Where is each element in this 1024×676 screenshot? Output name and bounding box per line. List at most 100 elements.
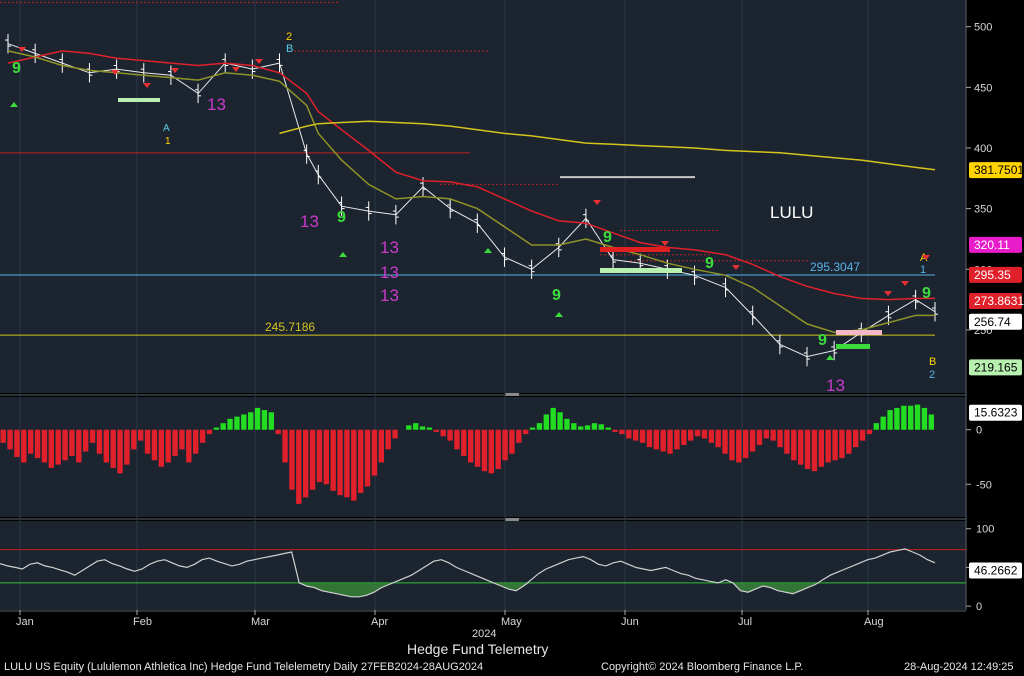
- x-axis-month-label: Jul: [738, 616, 752, 628]
- histogram-bar: [48, 429, 54, 468]
- histogram-bar: [894, 407, 900, 430]
- histogram-bar: [254, 407, 261, 430]
- histogram-bar: [413, 423, 419, 430]
- histogram-bar: [825, 429, 831, 463]
- sequential-count-thirteen: 13: [826, 376, 845, 395]
- histogram-bar: [914, 404, 921, 430]
- histogram-bar: [468, 429, 474, 463]
- histogram-bar: [743, 429, 749, 459]
- price-axis-tick-label: 400: [974, 143, 992, 155]
- histogram-bar: [591, 423, 598, 430]
- histogram-bar: [756, 429, 763, 445]
- histogram-bar: [193, 429, 199, 454]
- ticker-label: LULU: [770, 203, 813, 222]
- histogram-bar: [34, 429, 41, 459]
- histogram-bar: [722, 429, 728, 454]
- histogram-bar: [536, 423, 543, 430]
- histogram-bar: [516, 429, 522, 443]
- sell-arrow: [661, 241, 669, 246]
- histogram-bar: [186, 429, 192, 463]
- histogram-bar: [578, 426, 584, 430]
- histogram-bar: [784, 429, 790, 454]
- histogram-bar: [688, 429, 694, 441]
- histogram-bar: [584, 425, 591, 430]
- histogram-bar: [901, 405, 907, 430]
- histogram-bar: [385, 429, 391, 450]
- x-axis-month-label: Feb: [133, 616, 152, 628]
- moving-average-line: [7, 50, 935, 301]
- panel-resize-handle-2: [505, 518, 519, 521]
- histogram-bar: [289, 429, 295, 490]
- histogram-bar: [804, 429, 811, 469]
- sell-arrow: [593, 200, 601, 205]
- sequential-count-nine: 9: [818, 332, 827, 349]
- histogram-bar: [447, 429, 453, 441]
- right-axis-value-tag: 219.165: [969, 359, 1022, 376]
- histogram-bar: [694, 429, 701, 437]
- histogram-bar: [873, 423, 879, 430]
- buy-arrow: [826, 355, 834, 360]
- buy-arrow: [484, 248, 492, 253]
- setup-marker-b: B: [929, 356, 936, 368]
- histogram-bar: [303, 429, 309, 498]
- right-axis-value-tag-text: 273.8631: [974, 294, 1024, 308]
- footer-security-description: LULU US Equity (Lululemon Athletica Inc)…: [4, 661, 484, 673]
- histogram-bar: [296, 429, 302, 504]
- histogram-bar: [853, 429, 859, 448]
- histogram-bar: [282, 429, 288, 463]
- histogram-bar: [928, 414, 934, 430]
- histogram-bar: [89, 429, 96, 443]
- histogram-bar: [206, 429, 213, 435]
- footer-center-title: Hedge Fund Telemetry: [407, 641, 549, 657]
- histogram-bar: [309, 429, 316, 490]
- sell-arrow: [901, 281, 909, 286]
- histogram-bar: [14, 429, 20, 457]
- histogram-bar: [488, 429, 494, 474]
- x-axis-month-label: Aug: [864, 616, 884, 628]
- histogram-bar: [550, 407, 556, 430]
- moving-average-line: [279, 120, 936, 171]
- buy-arrow: [555, 312, 563, 317]
- histogram-bar: [199, 429, 206, 443]
- histogram-bar: [653, 429, 659, 450]
- footer-copyright: Copyright© 2024 Bloomberg Finance L.P.: [601, 661, 804, 673]
- sell-arrow: [111, 70, 119, 75]
- histogram-bar: [172, 429, 178, 456]
- oscillator-line: [0, 548, 936, 598]
- right-axis-value-tag-bg: [969, 236, 1022, 253]
- right-axis-value-tag: 381.7501: [969, 162, 1024, 179]
- histogram-bar: [364, 429, 371, 487]
- histogram-bar: [0, 429, 6, 443]
- histogram-bar: [887, 410, 893, 430]
- histogram-bar: [461, 429, 467, 456]
- right-axis-value-tag-bg: [969, 292, 1022, 309]
- histogram-bar: [777, 429, 783, 448]
- histogram-last-value-bg: [969, 404, 1022, 421]
- sequential-count-nine: 9: [337, 209, 346, 226]
- histogram-bar: [213, 427, 219, 430]
- histogram-bar: [770, 429, 776, 441]
- histogram-bar: [811, 429, 818, 472]
- histogram-bar: [715, 429, 721, 448]
- histogram-bar: [117, 429, 123, 474]
- histogram-bar: [138, 429, 144, 441]
- histogram-bar: [859, 429, 866, 441]
- histogram-bar: [144, 429, 151, 454]
- x-axis-month-label: Jun: [621, 616, 639, 628]
- histogram-bar: [571, 423, 577, 430]
- histogram-bar: [736, 429, 742, 463]
- histogram-bar: [495, 429, 501, 469]
- x-axis-month-label: Jan: [16, 616, 34, 628]
- sell-arrow: [18, 47, 26, 52]
- histogram-bar: [151, 429, 158, 461]
- histogram-bar: [351, 429, 357, 501]
- histogram-bar: [729, 429, 735, 461]
- histogram-bar: [543, 414, 549, 430]
- oscillator-oversold-fill: [0, 582, 935, 597]
- setup-marker-2-top: 2: [286, 31, 292, 43]
- right-axis-value-tag-text: 381.7501: [974, 163, 1024, 177]
- setup-marker-2: 2: [929, 369, 935, 381]
- histogram-bar: [124, 429, 130, 465]
- right-axis-value-tag: 295.35: [969, 266, 1022, 283]
